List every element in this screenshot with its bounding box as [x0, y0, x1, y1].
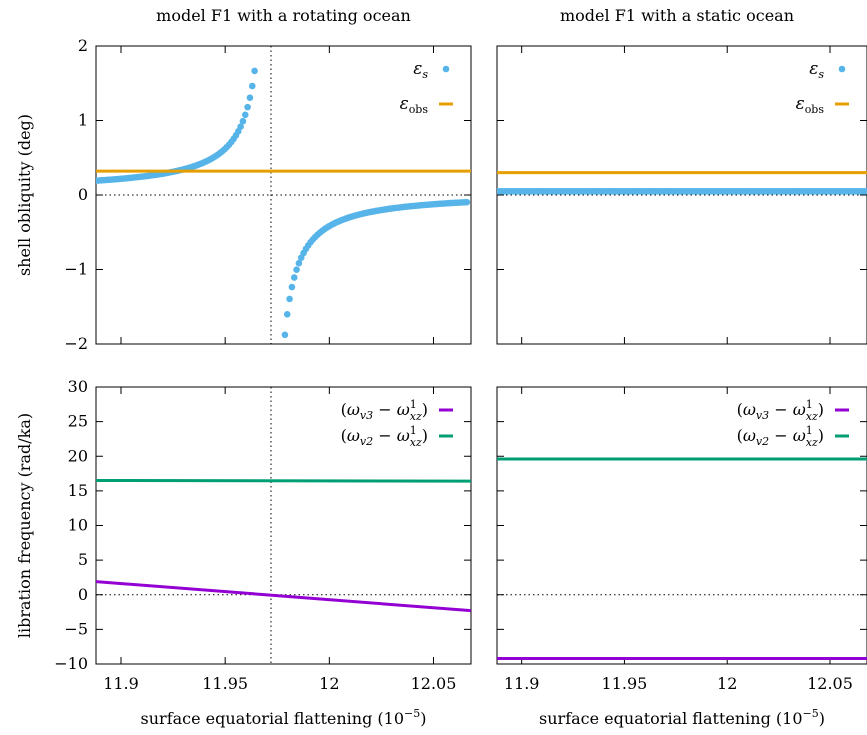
y-tick-label: 30 — [68, 377, 88, 396]
x-tick-label: 11.95 — [202, 674, 248, 693]
data-layer — [96, 67, 471, 339]
x-axis-label: surface equatorial flattening (10−5) — [539, 707, 825, 728]
y-tick-label: 10 — [68, 516, 88, 535]
y-tick-label: −1 — [64, 260, 88, 279]
data-point — [286, 295, 293, 303]
legend-label: εs — [413, 59, 428, 81]
panel-title: model F1 with a static ocean — [560, 6, 794, 25]
data-point — [283, 310, 291, 318]
legend-label: (ωv3 − ω1 xz) — [341, 398, 428, 423]
legend-label: εobs — [796, 94, 825, 116]
y-axis-label: libration frequency (rad/ka) — [15, 413, 34, 638]
axis-frame — [95, 45, 472, 345]
x-tick-label: 12.05 — [807, 674, 853, 693]
data-layer — [497, 457, 867, 660]
legend-label: (ωv2 − ω1 xz) — [737, 424, 824, 449]
legend-swatch — [838, 65, 846, 73]
data-point — [239, 117, 247, 125]
data-layer — [96, 478, 471, 613]
data-point — [288, 283, 296, 291]
panel-top-right: model F1 with a static ocean εs εobs — [496, 6, 867, 345]
y-tick-label: −10 — [54, 654, 88, 673]
data-point — [241, 111, 249, 119]
data-point — [293, 266, 300, 273]
y-tick-label: 25 — [68, 412, 88, 431]
y-tick-label: 1 — [78, 111, 88, 130]
y-tick-label: 5 — [78, 550, 88, 569]
y-tick-label: 20 — [68, 446, 88, 465]
y-tick-label: −5 — [64, 619, 88, 638]
x-axis-label: surface equatorial flattening (10−5) — [141, 707, 427, 728]
data-point — [251, 67, 258, 75]
legend-label: εs — [809, 59, 824, 81]
y-tick-label: 15 — [68, 481, 88, 500]
legend-label: (ωv2 − ω1 xz) — [341, 424, 428, 449]
panel-bottom-left: 11.9 11.95 12 12.05 −10 −5 0 5 10 15 20 25 30 librati… — [15, 377, 472, 728]
x-tick-label: 11.9 — [504, 674, 540, 693]
legend-label: (ωv3 − ω1 xz) — [737, 398, 824, 423]
x-tick-label: 12 — [319, 674, 339, 693]
x-tick-label: 11.95 — [602, 674, 648, 693]
x-tick-label: 12 — [717, 674, 737, 693]
legend-swatch — [442, 65, 450, 73]
panel-top-left: −2 −1 0 1 2 model F1 with a rotating ocean she… — [15, 6, 472, 353]
data-point — [863, 187, 867, 195]
data-point — [295, 259, 303, 267]
data-point — [281, 331, 289, 339]
y-tick-label: 2 — [78, 36, 88, 55]
data-point — [244, 103, 251, 111]
x-tick-label: 11.9 — [103, 674, 139, 693]
panel-bottom-right: 11.9 11.95 12 12.05 surface equatorial flatt… — [496, 386, 867, 728]
y-tick-label: 0 — [78, 585, 88, 604]
series-line — [96, 580, 471, 613]
data-point — [290, 274, 298, 281]
data-layer — [497, 171, 867, 195]
y-axis-label: shell obliquity (deg) — [15, 114, 34, 276]
y-tick-label: −2 — [64, 334, 88, 353]
data-point — [463, 198, 471, 206]
y-tick-label: 0 — [78, 185, 88, 204]
panel-title: model F1 with a rotating ocean — [156, 6, 411, 25]
x-tick-label: 12.05 — [411, 674, 457, 693]
data-point — [248, 82, 256, 90]
series-line — [96, 478, 471, 483]
data-point — [237, 123, 244, 130]
legend-label: εobs — [400, 94, 429, 116]
data-point — [246, 94, 254, 102]
